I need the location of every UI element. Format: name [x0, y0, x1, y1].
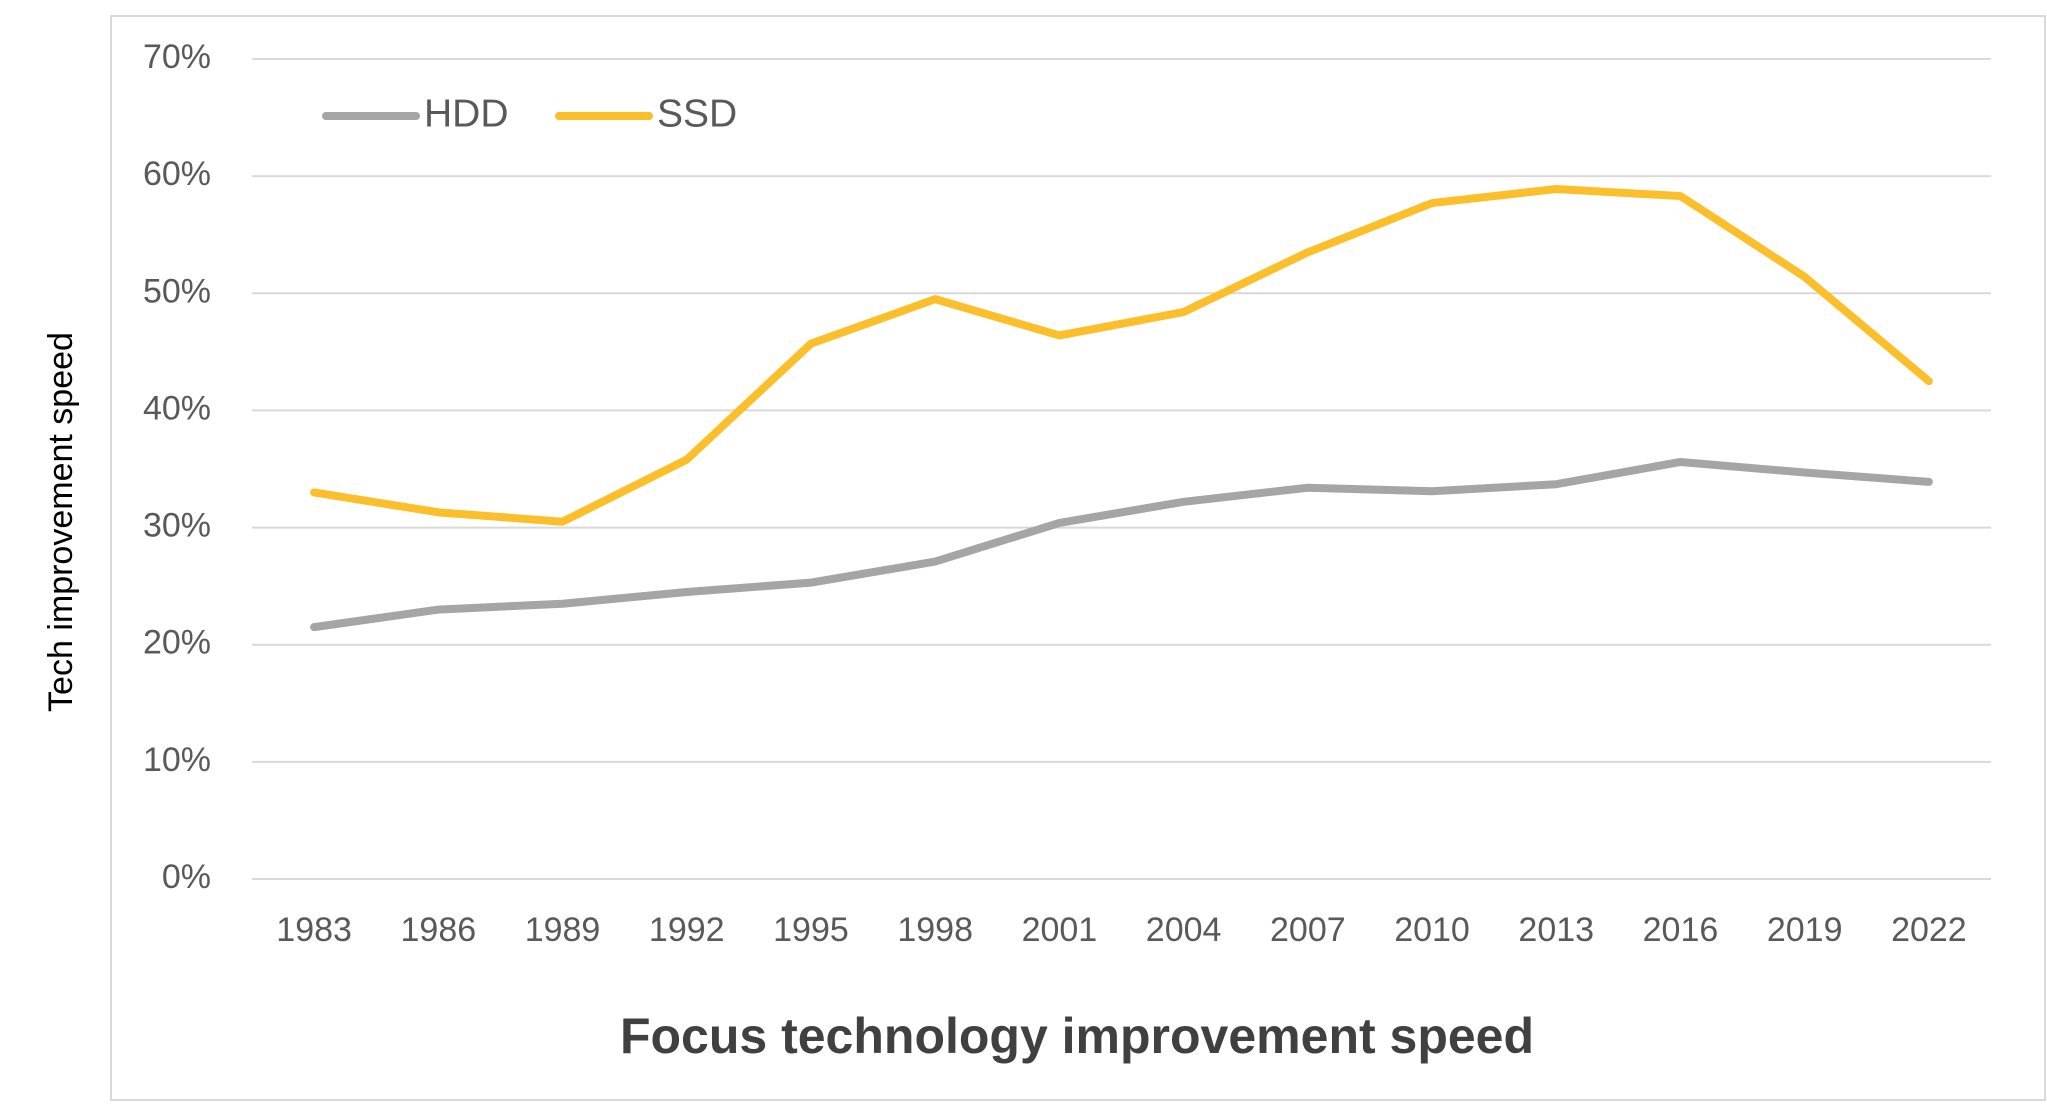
y-tick-label: 30% — [143, 507, 211, 545]
y-tick-label: 20% — [143, 624, 211, 662]
y-tick-label: 70% — [143, 38, 211, 76]
x-tick-label: 1983 — [276, 911, 352, 949]
x-tick-label: 2007 — [1270, 911, 1346, 949]
x-tick-label: 2013 — [1518, 911, 1594, 949]
x-tick-label: 2004 — [1146, 911, 1222, 949]
x-tick-label: 2010 — [1394, 911, 1470, 949]
y-tick-label: 40% — [143, 389, 211, 427]
x-tick-label: 1986 — [401, 911, 477, 949]
data-line — [310, 185, 1933, 526]
y-tick-label: 10% — [143, 741, 211, 779]
x-tick-label: 1998 — [897, 911, 973, 949]
x-tick-label: 2016 — [1643, 911, 1719, 949]
y-tick-label: 60% — [143, 155, 211, 193]
data-line — [310, 457, 1933, 632]
x-tick-label: 1992 — [649, 911, 725, 949]
x-tick-label: 2001 — [1022, 911, 1098, 949]
x-tick-label: 2022 — [1891, 911, 1967, 949]
x-tick-label: 2019 — [1767, 911, 1843, 949]
y-axis-label: Tech improvement speed — [42, 332, 80, 712]
x-tick-label: 1989 — [525, 911, 601, 949]
chart-border — [110, 15, 2046, 1101]
y-tick-label: 0% — [162, 858, 211, 896]
chart-title: Focus technology improvement speed — [620, 1008, 1534, 1064]
legend-label: SSD — [657, 92, 737, 135]
x-tick-label: 1995 — [773, 911, 849, 949]
legend-label: HDD — [424, 92, 509, 135]
y-tick-label: 50% — [143, 272, 211, 310]
